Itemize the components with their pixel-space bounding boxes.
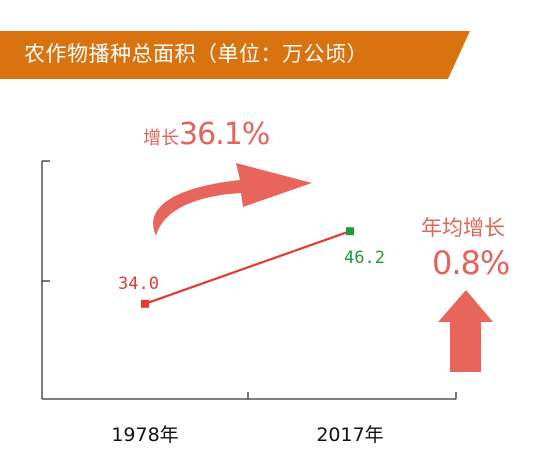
series-line	[144, 230, 351, 305]
growth-annotation: 增长36.1%	[143, 117, 270, 152]
y-axis	[41, 160, 50, 399]
data-label: 34.0	[118, 274, 159, 294]
growth-value: 36.1%	[179, 117, 270, 152]
title-banner	[0, 31, 470, 79]
chart-title: 农作物播种总面积（单位：万公顷）	[24, 42, 368, 66]
x-axis	[42, 392, 457, 400]
curved-growth-arrow	[153, 163, 312, 236]
growth-prefix: 增长	[143, 128, 179, 149]
up-arrow-icon	[438, 290, 493, 372]
annual-growth-value: 0.8%	[432, 244, 510, 282]
x-tick-label: 1978年	[111, 424, 178, 446]
data-label: 46.2	[344, 248, 385, 268]
data-point	[141, 299, 149, 308]
x-tick-label: 2017年	[316, 424, 383, 446]
annual-growth-label: 年均增长	[421, 216, 505, 240]
data-point	[346, 227, 354, 236]
